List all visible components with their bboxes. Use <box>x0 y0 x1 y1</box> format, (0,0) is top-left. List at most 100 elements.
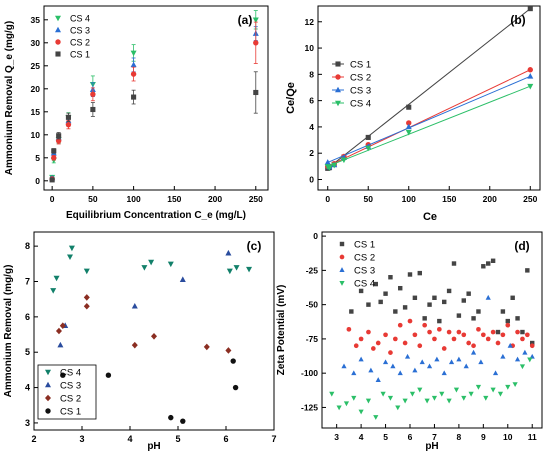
point-cs-2 <box>461 332 467 338</box>
panel-b-marks <box>324 6 534 171</box>
x-tick-label: 150 <box>167 194 181 204</box>
y-tick-label: 10 <box>305 43 315 53</box>
point-cs-3 <box>390 363 396 369</box>
point-cs-4 <box>365 145 372 152</box>
panel-b-ylabel: Ce/Qe <box>285 82 297 114</box>
x-tick-label: 5 <box>383 432 388 442</box>
legend-label-cs-4: CS 4 <box>354 279 375 290</box>
point-cs-3 <box>456 356 462 362</box>
point-cs-1 <box>495 329 501 335</box>
point-cs-4 <box>50 288 57 294</box>
point-cs-1 <box>90 106 96 113</box>
point-cs-2 <box>495 340 501 346</box>
point-cs-2 <box>65 121 72 128</box>
y-tick-label: 0 <box>309 174 314 184</box>
point-cs-3 <box>463 363 469 369</box>
point-cs-1 <box>402 305 408 310</box>
point-cs-2 <box>527 67 533 73</box>
point-cs-3 <box>57 341 64 348</box>
point-cs-1 <box>461 298 466 303</box>
point-cs-1 <box>230 358 236 364</box>
fit-line-cs-4 <box>327 85 531 167</box>
y-tick-label: 7 <box>25 277 30 287</box>
point-cs-4 <box>468 391 474 397</box>
point-cs-2 <box>466 340 472 346</box>
legend-marker-cs-2 <box>45 394 51 402</box>
y-tick-label: 5 <box>25 347 30 357</box>
point-cs-2 <box>427 329 432 335</box>
y-tick-label: -100 <box>301 368 318 378</box>
point-cs-2 <box>524 332 530 338</box>
point-cs-4 <box>527 357 533 363</box>
point-cs-3 <box>522 349 528 355</box>
legend-label-cs-1: CS 1 <box>354 240 375 251</box>
x-tick-label: 3 <box>79 434 84 444</box>
point-cs-2 <box>441 346 447 351</box>
point-cs-2 <box>446 329 452 335</box>
point-cs-1 <box>481 264 486 269</box>
point-cs-2 <box>203 343 210 351</box>
point-cs-2 <box>412 332 418 338</box>
legend-marker-cs-1 <box>335 61 341 67</box>
x-tick-label: 250 <box>249 194 263 204</box>
point-cs-2 <box>55 327 62 335</box>
point-cs-3 <box>412 367 418 373</box>
point-cs-4 <box>83 268 90 275</box>
legend-label-cs-3: CS 3 <box>354 266 375 277</box>
panel-a-legend: CS 4 CS 3 CS 2 CS 1 <box>55 14 90 60</box>
point-cs-3 <box>529 353 535 359</box>
legend-label-cs-2: CS 2 <box>70 38 90 48</box>
point-cs-1 <box>51 148 57 154</box>
point-cs-3 <box>405 123 412 130</box>
point-cs-2 <box>456 329 462 335</box>
point-cs-4 <box>233 265 240 271</box>
point-cs-4 <box>68 245 75 252</box>
point-cs-3 <box>130 61 137 68</box>
y-tick-label: 30 <box>31 38 41 48</box>
y-tick-label: 12 <box>305 17 315 27</box>
point-cs-4 <box>343 401 350 407</box>
point-cs-4 <box>395 405 401 411</box>
panel-b-legend: CS 1 CS 2 CS 3 CS 4 <box>332 60 371 110</box>
point-cs-1 <box>515 316 520 321</box>
point-cs-3 <box>225 249 232 256</box>
panel-d-marks <box>329 258 535 420</box>
point-cs-2 <box>383 332 388 338</box>
x-tick-label: 200 <box>483 194 497 204</box>
point-cs-3 <box>507 342 513 348</box>
x-tick-label: 50 <box>88 194 98 204</box>
legend-marker-cs-1 <box>45 408 51 414</box>
point-cs-4 <box>439 391 445 397</box>
legend-marker-cs-3 <box>55 26 61 33</box>
point-cs-4 <box>130 50 137 57</box>
panel-d-label: (d) <box>514 239 529 253</box>
point-cs-2 <box>83 302 90 310</box>
y-tick-label: -25 <box>306 265 319 275</box>
point-cs-4 <box>329 391 335 397</box>
y-tick-label: 25 <box>31 61 41 71</box>
point-cs-1 <box>105 372 112 378</box>
point-cs-2 <box>51 155 57 161</box>
x-tick-label: 7 <box>432 432 437 442</box>
point-cs-2 <box>406 120 412 126</box>
point-cs-4 <box>431 395 438 401</box>
panel-c-marks <box>50 245 253 424</box>
point-cs-4 <box>167 261 174 268</box>
point-cs-2 <box>151 333 157 340</box>
point-cs-3 <box>514 356 521 362</box>
legend-label-cs-3: CS 3 <box>350 86 371 97</box>
point-cs-2 <box>397 322 403 328</box>
legend-label-cs-1: CS 1 <box>70 50 90 60</box>
legend-marker-cs-4 <box>335 100 341 107</box>
y-tick-label: -75 <box>306 334 319 344</box>
point-cs-1 <box>476 309 481 314</box>
point-cs-1 <box>253 89 259 96</box>
point-cs-4 <box>409 391 416 397</box>
point-cs-4 <box>424 398 430 404</box>
point-cs-2 <box>480 332 486 338</box>
legend-marker-cs-3 <box>45 381 51 388</box>
point-cs-4 <box>340 157 347 164</box>
point-cs-1 <box>366 302 371 307</box>
legend-marker-cs-4 <box>55 15 61 22</box>
point-cs-2 <box>402 340 408 346</box>
